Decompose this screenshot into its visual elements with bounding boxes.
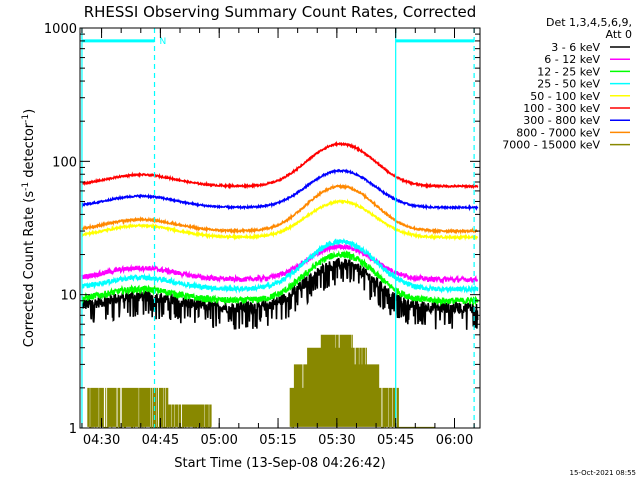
series-line-7 [81, 183, 479, 235]
y-axis-label-sup2: -1 [21, 114, 31, 123]
y-tick-label: 100 [52, 155, 77, 170]
series-line-6 [81, 168, 479, 212]
x-tick-label: 05:30 [318, 433, 355, 448]
legend-label-3: 25 - 50 keV [537, 78, 600, 91]
timestamp: 15-Oct-2021 08:55 [570, 469, 636, 477]
x-tick-label: 05:00 [200, 433, 237, 448]
flag-label-0: N [160, 37, 167, 47]
series-line-5 [81, 140, 479, 190]
legend-label-2: 12 - 25 keV [537, 65, 600, 78]
y-tick-label: 1 [69, 422, 77, 437]
series-line-0 [81, 257, 479, 330]
y-tick-label: 10 [60, 289, 77, 304]
legend-label-8: 7000 - 15000 keV [502, 139, 600, 152]
series-line-1 [81, 243, 479, 285]
plot-area: N 1 10 100 1000 04:30 04:45 05:00 05:15 05:30 05… [44, 22, 481, 448]
x-axis-label: Start Time (13-Sep-08 04:26:42) [174, 456, 385, 471]
x-tick-label: 04:45 [142, 433, 179, 448]
y-tick-label: 1000 [44, 22, 77, 37]
y-axis-label: Corrected Count Rate (s-1 detector-1) [21, 109, 37, 347]
legend-label-1: 6 - 12 keV [544, 53, 600, 66]
y-axis-label-main: Corrected Count Rate (s [22, 191, 37, 348]
series-line-2 [81, 250, 479, 307]
series-line-4 [81, 198, 479, 242]
legend-label-7: 800 - 7000 keV [516, 126, 600, 139]
chart-title: RHESSI Observing Summary Count Rates, Co… [84, 3, 477, 21]
legend-header-line2: Att 0 [606, 28, 632, 41]
y-axis-label-mid: detector [22, 122, 37, 182]
plot-frame [79, 27, 481, 429]
x-tick-label: 04:30 [83, 433, 120, 448]
y-axis: 1 10 100 1000 [44, 22, 480, 437]
x-axis: 04:30 04:45 05:00 05:15 05:30 05:45 06:00 [81, 28, 475, 448]
y-axis-label-sup1: -1 [21, 182, 31, 191]
legend-label-6: 300 - 800 keV [523, 114, 600, 127]
series-line-8 [87, 334, 436, 428]
series-line-3 [81, 238, 479, 294]
legend-label-4: 50 - 100 keV [530, 90, 600, 103]
y-axis-label-end: ) [22, 109, 37, 114]
legend-label-0: 3 - 6 keV [551, 41, 600, 54]
x-tick-label: 06:00 [436, 433, 473, 448]
series-layer [81, 140, 479, 428]
x-tick-label: 05:15 [259, 433, 296, 448]
x-tick-label: 05:45 [377, 433, 414, 448]
markers-layer: N [81, 28, 475, 428]
legend-header-line1: Det 1,3,4,5,6,9, [546, 16, 632, 29]
legend-label-5: 100 - 300 keV [523, 102, 600, 115]
